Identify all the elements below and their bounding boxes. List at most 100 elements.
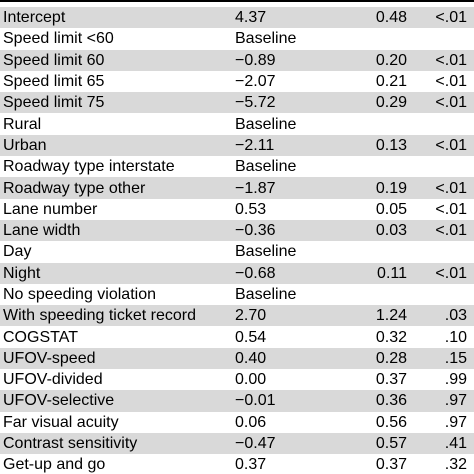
standard-error-cell: 0.37 <box>375 371 407 389</box>
p-value-cell: .10 <box>444 328 467 346</box>
estimate-cell: −0.36 <box>235 219 347 242</box>
standard-error-cell: 0.28 <box>347 347 433 370</box>
estimate-cell: −0.89 <box>235 49 347 71</box>
row-label: Day <box>3 243 32 261</box>
estimate-cell: 0.54 <box>235 328 267 346</box>
row-label: UFOV-divided <box>3 371 103 389</box>
table-row: COGSTAT 0.54 0.32 .10 <box>0 326 474 347</box>
p-value-cell: <.01 <box>435 200 467 218</box>
table-row: Roadway type other −1.87 0.19 <.01 <box>0 177 474 199</box>
row-label: Rural <box>3 115 42 133</box>
p-value-cell: .15 <box>433 347 474 370</box>
standard-error-cell <box>347 241 433 262</box>
standard-error-cell <box>347 284 433 305</box>
table-row: Get-up and go 0.37 0.37 .32 <box>0 454 474 474</box>
row-label: With speeding ticket record <box>0 305 235 327</box>
table-row: Roadway type interstate Baseline <box>0 156 474 177</box>
p-value-cell <box>433 156 474 177</box>
row-label: Get-up and go <box>3 456 106 474</box>
row-label: Intercept <box>0 7 235 29</box>
p-value-cell: .03 <box>433 305 474 327</box>
p-value-cell: .97 <box>433 390 474 412</box>
standard-error-cell: 0.32 <box>375 328 407 346</box>
p-value-cell <box>433 241 474 262</box>
table-row: Speed limit 65 −2.07 0.21 <.01 <box>0 71 474 92</box>
row-label: Speed limit <60 <box>3 30 114 48</box>
table-row: Intercept 4.37 0.48 <.01 <box>0 7 474 29</box>
p-value-cell: <.01 <box>433 7 474 29</box>
estimate-cell: Baseline <box>235 158 297 176</box>
estimate-cell: −2.07 <box>235 73 276 91</box>
row-label: Speed limit 75 <box>0 92 235 114</box>
table-row: UFOV-selective −0.01 0.36.97 <box>0 390 474 412</box>
p-value-cell: .32 <box>444 456 467 474</box>
table-row: UFOV-speed 0.40 0.28.15 <box>0 347 474 370</box>
p-value-cell: <.01 <box>433 262 474 284</box>
row-label: Speed limit 65 <box>3 73 105 91</box>
row-label: Lane width <box>0 219 235 242</box>
standard-error-cell: 0.20 <box>347 49 433 71</box>
p-value-cell: <.01 <box>435 73 467 91</box>
row-label: Speed limit 60 <box>0 49 235 71</box>
estimate-cell: 0.40 <box>235 347 347 370</box>
estimate-cell: −0.01 <box>235 390 347 412</box>
row-label: Roadway type other <box>0 177 235 199</box>
p-value-cell: <.01 <box>433 219 474 242</box>
table-row: No speeding violation Baseline <box>0 284 474 305</box>
estimate-cell: 0.53 <box>235 200 267 218</box>
table-row: Speed limit 75 −5.72 0.29 <.01 <box>0 92 474 114</box>
standard-error-cell: 0.21 <box>375 73 407 91</box>
table-row: Speed limit <60 Baseline <box>0 28 474 49</box>
standard-error-cell <box>347 113 433 134</box>
row-label: Roadway type interstate <box>3 158 175 176</box>
table-row: Speed limit 60 −0.89 0.20 <.01 <box>0 49 474 71</box>
p-value-cell <box>433 28 474 49</box>
estimate-cell: 4.37 <box>235 7 347 29</box>
p-value-cell <box>433 284 474 305</box>
table-row: Far visual acuity 0.06 0.56 .97 <box>0 412 474 433</box>
row-label: Urban <box>0 134 235 157</box>
standard-error-cell: 1.24 <box>347 305 433 327</box>
row-label: Contrast sensitivity <box>0 432 235 455</box>
table-row: With speeding ticket record 2.70 1.24.03 <box>0 305 474 327</box>
p-value-cell: <.01 <box>433 92 474 114</box>
row-label: UFOV-speed <box>0 347 235 370</box>
standard-error-cell: 0.29 <box>347 92 433 114</box>
p-value-cell: <.01 <box>433 177 474 199</box>
estimate-cell: −2.11 <box>235 134 347 157</box>
table-row: Contrast sensitivity −0.47 0.57.41 <box>0 432 474 455</box>
table-row: Urban −2.11 0.13 <.01 <box>0 134 474 157</box>
estimate-cell: −5.72 <box>235 92 347 114</box>
standard-error-cell: 0.48 <box>347 7 433 29</box>
standard-error-cell: 0.13 <box>347 134 433 157</box>
regression-table: Intercept 4.37 0.48 <.01 Speed limit <60 Base… <box>0 7 474 474</box>
row-label: UFOV-selective <box>0 390 235 412</box>
row-label: Far visual acuity <box>3 413 119 431</box>
row-label: COGSTAT <box>3 328 78 346</box>
standard-error-cell: 0.57 <box>347 432 433 455</box>
table-row: Night −0.68 0.11 <.01 <box>0 262 474 284</box>
standard-error-cell: 0.56 <box>375 413 407 431</box>
p-value-cell: <.01 <box>433 49 474 71</box>
estimate-cell: Baseline <box>235 115 297 133</box>
table-row: Day Baseline <box>0 241 474 262</box>
table-row: Lane number 0.53 0.05 <.01 <box>0 199 474 220</box>
estimate-cell: Baseline <box>235 243 297 261</box>
table-row: UFOV-divided 0.00 0.37 .99 <box>0 369 474 390</box>
estimate-cell: Baseline <box>235 286 297 303</box>
table-top-rule <box>0 0 474 2</box>
estimate-cell: Baseline <box>235 30 297 48</box>
table-body: Intercept 4.37 0.48 <.01 Speed limit <60 Base… <box>0 7 474 474</box>
standard-error-cell <box>347 156 433 177</box>
standard-error-cell: 0.36 <box>347 390 433 412</box>
estimate-cell: −1.87 <box>235 177 347 199</box>
p-value-cell <box>433 113 474 134</box>
estimate-cell: −0.68 <box>235 262 347 284</box>
row-label: Night <box>0 262 235 284</box>
standard-error-cell <box>347 28 433 49</box>
estimate-cell: 2.70 <box>235 305 347 327</box>
p-value-cell: .99 <box>444 371 467 389</box>
standard-error-cell: 0.37 <box>375 456 407 474</box>
standard-error-cell: 0.05 <box>375 200 407 218</box>
